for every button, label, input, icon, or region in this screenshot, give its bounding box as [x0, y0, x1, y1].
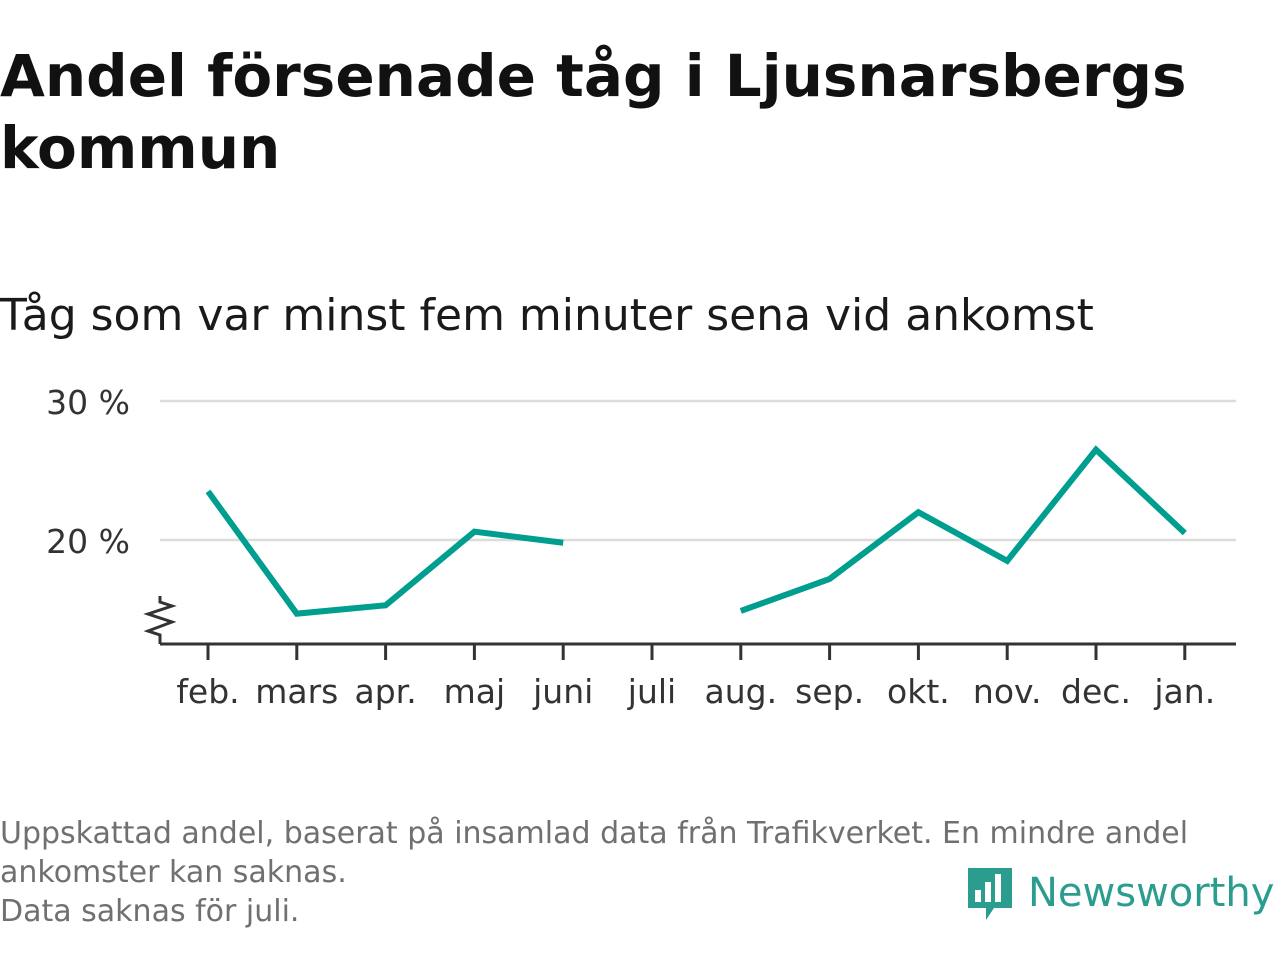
- data-point: [205, 488, 211, 494]
- data-point: [738, 608, 744, 614]
- data-point: [827, 576, 833, 582]
- series-line: [205, 489, 564, 617]
- data-point: [1182, 530, 1188, 536]
- x-tick-label: nov.: [973, 672, 1042, 711]
- x-tick-label: apr.: [354, 672, 416, 711]
- x-tick-label: jan.: [1153, 672, 1215, 711]
- y-tick-labels: 20 % 30 %: [46, 383, 130, 561]
- footnote-line: Uppskattad andel, baserat på insamlad da…: [0, 816, 1189, 851]
- x-tick-label: mars: [255, 672, 338, 711]
- x-tick-label: dec.: [1061, 672, 1131, 711]
- data-point: [294, 611, 300, 617]
- chart-subtitle: Tåg som var minst fem minuter sena vid a…: [0, 290, 1094, 341]
- data-point: [1004, 558, 1010, 564]
- newsworthy-logo: Newsworthy: [964, 864, 1274, 922]
- line-chart: 20 % 30 % feb. mars apr. maj juni juli aug. sep.…: [46, 383, 1236, 711]
- data-point: [1093, 447, 1099, 453]
- x-tick-label: sep.: [795, 672, 864, 711]
- x-tick-label: okt.: [887, 672, 950, 711]
- data-point: [471, 529, 477, 535]
- newsworthy-bar-chart-icon: [968, 868, 1012, 920]
- data-point: [560, 540, 566, 546]
- chart-title: Andel försenade tåg i Ljusnarsbergs komm…: [0, 42, 1187, 182]
- y-tick-label: 20 %: [46, 522, 130, 561]
- data-point: [915, 509, 921, 515]
- y-axis-break: [143, 596, 177, 644]
- x-tick-label: aug.: [705, 672, 778, 711]
- footnote: Uppskattad andel, baserat på insamlad da…: [0, 814, 1270, 931]
- data-series: [205, 445, 1188, 617]
- gridlines: [160, 399, 1236, 542]
- footnote-line: Data saknas för juli.: [0, 894, 300, 929]
- x-tick-labels: feb. mars apr. maj juni juli aug. sep. okt. nov. d…: [176, 672, 1215, 711]
- x-tick-label: maj: [444, 672, 506, 711]
- data-point: [383, 602, 389, 608]
- x-tick-label: juli: [627, 672, 676, 711]
- x-axis: [143, 596, 1236, 660]
- y-tick-label: 30 %: [46, 383, 130, 422]
- x-tick-label: feb.: [176, 672, 239, 711]
- x-tick-label: juni: [532, 672, 593, 711]
- logo-text: Newsworthy: [1028, 870, 1275, 916]
- footnote-line: ankomster kan saknas.: [0, 855, 347, 890]
- series-line: [739, 445, 1187, 614]
